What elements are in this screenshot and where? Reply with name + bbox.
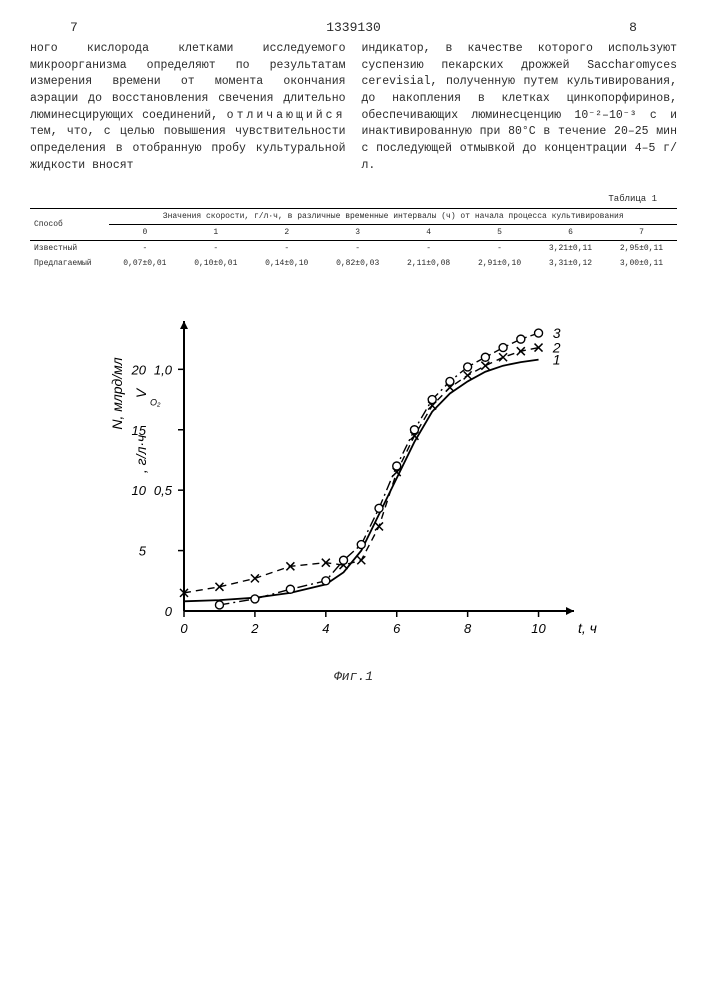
figure-1-chart: 024681051015200,51,00t, чN, млрд/млVO₂, … xyxy=(94,301,614,661)
page-right: 8 xyxy=(629,20,637,35)
table-col-4: 4 xyxy=(393,225,464,241)
svg-text:5: 5 xyxy=(138,544,146,559)
svg-text:, г/л·ч: , г/л·ч xyxy=(133,435,149,473)
table-col-5: 5 xyxy=(464,225,535,241)
table-cell: - xyxy=(322,241,393,257)
svg-text:2: 2 xyxy=(551,340,560,356)
table-cell: - xyxy=(180,241,251,257)
svg-text:1,0: 1,0 xyxy=(153,363,172,378)
svg-text:0: 0 xyxy=(164,604,172,619)
page-left: 7 xyxy=(70,20,78,35)
svg-text:20: 20 xyxy=(130,363,146,378)
svg-text:N, млрд/мл: N, млрд/мл xyxy=(109,358,125,430)
table-cell: 0,10±0,01 xyxy=(180,256,251,271)
body-columns: ного кислорода клетками исследуемого мик… xyxy=(30,41,677,174)
table-cell: 3,21±0,11 xyxy=(535,241,606,257)
table-cell: 3,31±0,12 xyxy=(535,256,606,271)
page-numbers: 7 1339130 8 xyxy=(30,20,677,35)
table-cell: - xyxy=(393,241,464,257)
chart-caption: Фиг.1 xyxy=(30,669,677,684)
table-col-6: 6 xyxy=(535,225,606,241)
data-table: Способ Значения скорости, г/л·ч, в разли… xyxy=(30,208,677,271)
svg-text:t, ч: t, ч xyxy=(578,620,597,636)
table-col-0: 0 xyxy=(109,225,180,241)
table-col-1: 1 xyxy=(180,225,251,241)
table-block: Таблица 1 Способ Значения скорости, г/л·… xyxy=(30,194,677,271)
table-cell: 0,82±0,03 xyxy=(322,256,393,271)
svg-text:O₂: O₂ xyxy=(150,398,161,408)
table-title: Таблица 1 xyxy=(30,194,677,204)
table-col-label: Способ xyxy=(30,209,109,241)
table-cell: 2,11±0,08 xyxy=(393,256,464,271)
table-cell: - xyxy=(464,241,535,257)
table-cell: 3,00±0,11 xyxy=(606,256,677,271)
doc-number: 1339130 xyxy=(326,20,381,35)
table-row-label: Известный xyxy=(30,241,109,257)
table-col-3: 3 xyxy=(322,225,393,241)
svg-text:0: 0 xyxy=(180,621,188,636)
table-row-label: Предлагаемый xyxy=(30,256,109,271)
column-left: ного кислорода клетками исследуемого мик… xyxy=(30,41,346,174)
svg-text:10: 10 xyxy=(131,484,146,499)
svg-text:8: 8 xyxy=(464,621,472,636)
svg-text:0,5: 0,5 xyxy=(153,484,172,499)
svg-text:V: V xyxy=(133,388,149,399)
table-cell: 2,91±0,10 xyxy=(464,256,535,271)
table-cell: - xyxy=(109,241,180,257)
table-cell: 0,07±0,01 xyxy=(109,256,180,271)
svg-text:10: 10 xyxy=(531,621,546,636)
svg-text:6: 6 xyxy=(393,621,401,636)
table-cell: - xyxy=(251,241,322,257)
column-right: индикатор, в качестве которого использую… xyxy=(362,41,678,174)
chart-container: 024681051015200,51,00t, чN, млрд/млVO₂, … xyxy=(30,301,677,684)
table-col-2: 2 xyxy=(251,225,322,241)
svg-text:4: 4 xyxy=(322,621,329,636)
svg-text:2: 2 xyxy=(250,621,259,636)
svg-text:3: 3 xyxy=(552,325,560,341)
table-col-7: 7 xyxy=(606,225,677,241)
table-cell: 0,14±0,10 xyxy=(251,256,322,271)
table-cell: 2,95±0,11 xyxy=(606,241,677,257)
table-group-header: Значения скорости, г/л·ч, в различные вр… xyxy=(109,209,677,225)
